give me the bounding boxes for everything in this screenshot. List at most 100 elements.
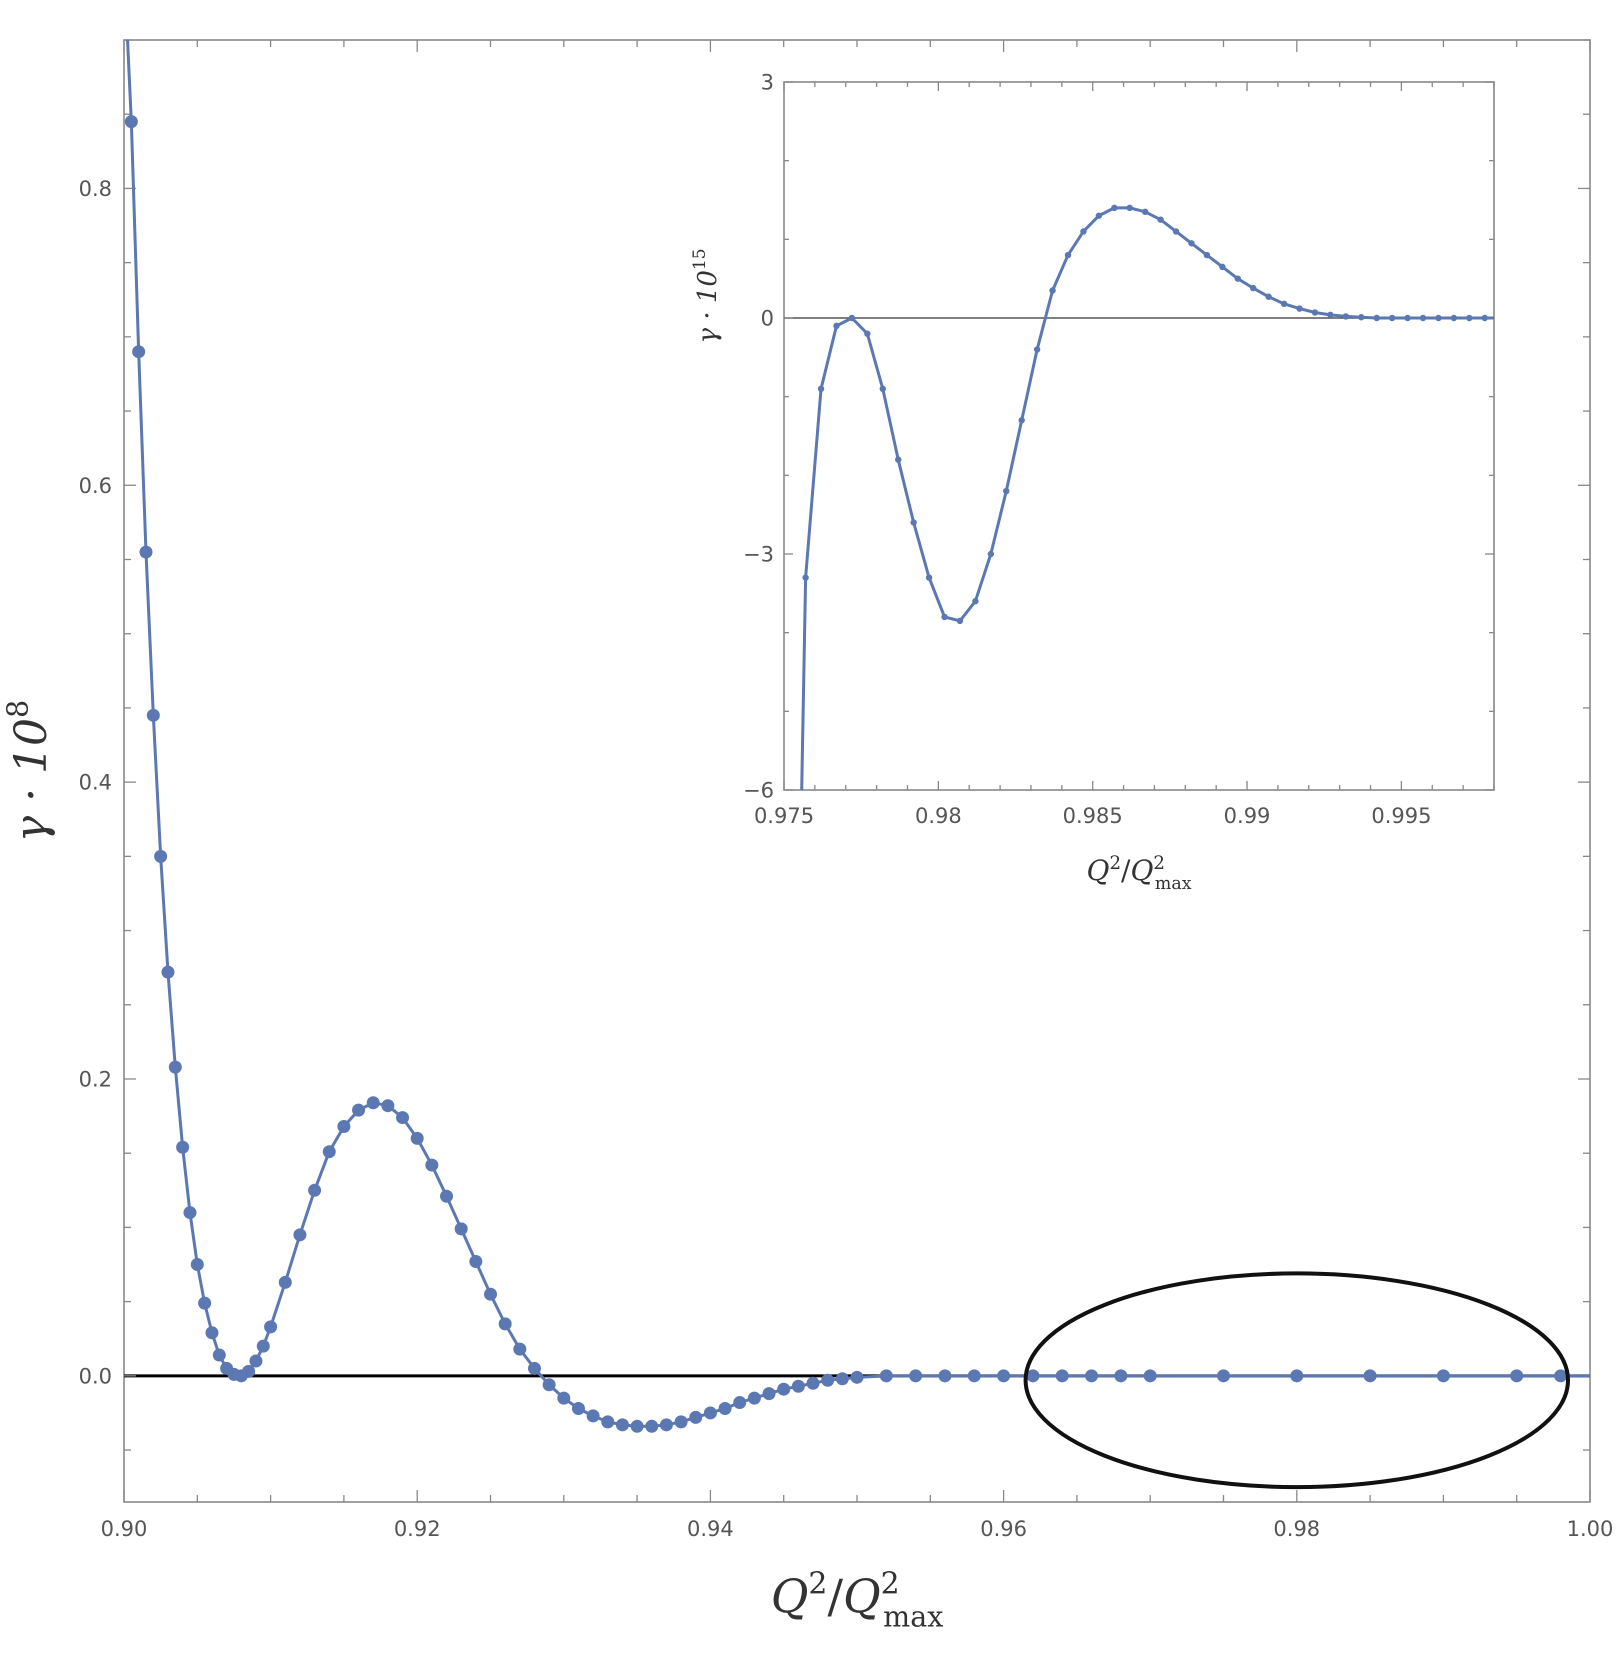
data-point [1157, 216, 1164, 223]
y-title-sup: 15 [689, 249, 709, 271]
data-point [381, 1099, 395, 1113]
data-point [909, 1369, 923, 1383]
y-tick-label: −3 [743, 543, 774, 567]
data-point [124, 115, 138, 129]
data-point [440, 1189, 454, 1203]
x-title-sep: / [1121, 854, 1131, 887]
data-point [1280, 300, 1288, 308]
data-point [139, 545, 153, 559]
x-title-sup: 2 [808, 1567, 827, 1602]
y-tick-label: 0 [761, 307, 774, 331]
data-point [1388, 314, 1396, 322]
data-point [571, 1401, 585, 1415]
data-point [879, 1369, 893, 1383]
y-axis-title: γ · 1015 [689, 249, 723, 344]
data-point [293, 1228, 307, 1242]
data-point [762, 1387, 776, 1401]
data-point [864, 330, 871, 337]
data-point [1143, 1369, 1157, 1383]
data-point [1172, 228, 1180, 235]
data-point [1450, 314, 1458, 322]
data-point [817, 385, 825, 392]
data-point [850, 1370, 864, 1384]
data-point [1419, 314, 1427, 322]
data-point [791, 1379, 805, 1393]
x-tick-label: 0.985 [1063, 804, 1123, 828]
data-point [1111, 204, 1118, 212]
x-tick-label: 0.99 [1224, 804, 1271, 828]
data-point [659, 1418, 673, 1432]
x-tick-label: 0.975 [754, 804, 814, 828]
data-point [498, 1317, 512, 1331]
data-point [1327, 311, 1334, 319]
data-point [895, 456, 902, 463]
highlight-ellipse [1023, 1271, 1571, 1490]
y-tick-label: 3 [761, 71, 774, 95]
data-point [848, 314, 856, 322]
data-point [1018, 417, 1025, 424]
data-point [802, 574, 809, 581]
data-point [337, 1119, 351, 1133]
data-point [997, 1369, 1011, 1383]
data-point [674, 1415, 688, 1429]
data-point [146, 708, 160, 722]
data-point [938, 1369, 952, 1383]
data-point [1188, 240, 1195, 247]
main-chart: 0.90 0.92 0.94 0.96 0.98 1.00 0.0 0.2 0.4 0.6 0.8 Q… [1, 39, 1613, 1634]
data-point [1265, 293, 1272, 300]
data-point [264, 1320, 278, 1334]
data-point [833, 322, 840, 330]
x-axis-title: Q2/Q2 max [771, 1567, 944, 1634]
data-point [190, 1258, 204, 1272]
y-tick-label: 0.2 [79, 1068, 112, 1092]
x-axis-title: Q2/Q2 max [1086, 853, 1191, 894]
y-tick-label: 0.0 [79, 1364, 112, 1388]
data-point [601, 1415, 615, 1429]
data-point [733, 1396, 747, 1410]
data-point [718, 1401, 732, 1415]
data-point [1219, 263, 1226, 271]
plot-area [800, 204, 1494, 790]
data-point [542, 1378, 556, 1392]
data-point [972, 598, 979, 605]
data-point [1481, 314, 1488, 322]
data-point [1203, 251, 1211, 259]
data-point [586, 1409, 600, 1423]
data-point [484, 1287, 497, 1301]
data-point [645, 1419, 659, 1433]
x-tick-label: 0.96 [980, 1517, 1027, 1541]
x-title-sup2: 2 [881, 1567, 900, 1602]
y-tick-label: 0.6 [79, 474, 112, 498]
data-point [154, 849, 168, 863]
x-tick-label: 0.94 [687, 1517, 734, 1541]
x-tick-label: 0.995 [1371, 804, 1431, 828]
plot-frame [123, 39, 1591, 1503]
data-point [987, 550, 995, 558]
data-point [322, 1145, 336, 1159]
data-point [1055, 1369, 1069, 1383]
x-title-base: Q [771, 1569, 809, 1623]
data-point [454, 1222, 468, 1236]
data-point [879, 385, 886, 392]
y-tick-label: −6 [743, 779, 774, 803]
data-point [1049, 287, 1056, 294]
data-point [183, 1206, 197, 1220]
data-point [1217, 1369, 1230, 1383]
series-line [126, 40, 1590, 1428]
data-point [242, 1364, 256, 1378]
x-title-sub2: max [883, 1601, 943, 1634]
y-axis-title: γ · 108 [1, 700, 57, 842]
x-title-sub2: max [1155, 874, 1192, 894]
y-title-base: γ · 10 [6, 718, 57, 842]
data-point [1033, 346, 1041, 353]
data-point [835, 1372, 849, 1386]
plot-frame [783, 81, 1495, 791]
data-point [941, 613, 948, 621]
data-point [1114, 1369, 1128, 1383]
x-title-base2: Q [843, 1569, 881, 1623]
data-point [198, 1296, 212, 1310]
data-point [396, 1111, 410, 1125]
data-point [1363, 1369, 1377, 1383]
data-point [1466, 314, 1473, 322]
